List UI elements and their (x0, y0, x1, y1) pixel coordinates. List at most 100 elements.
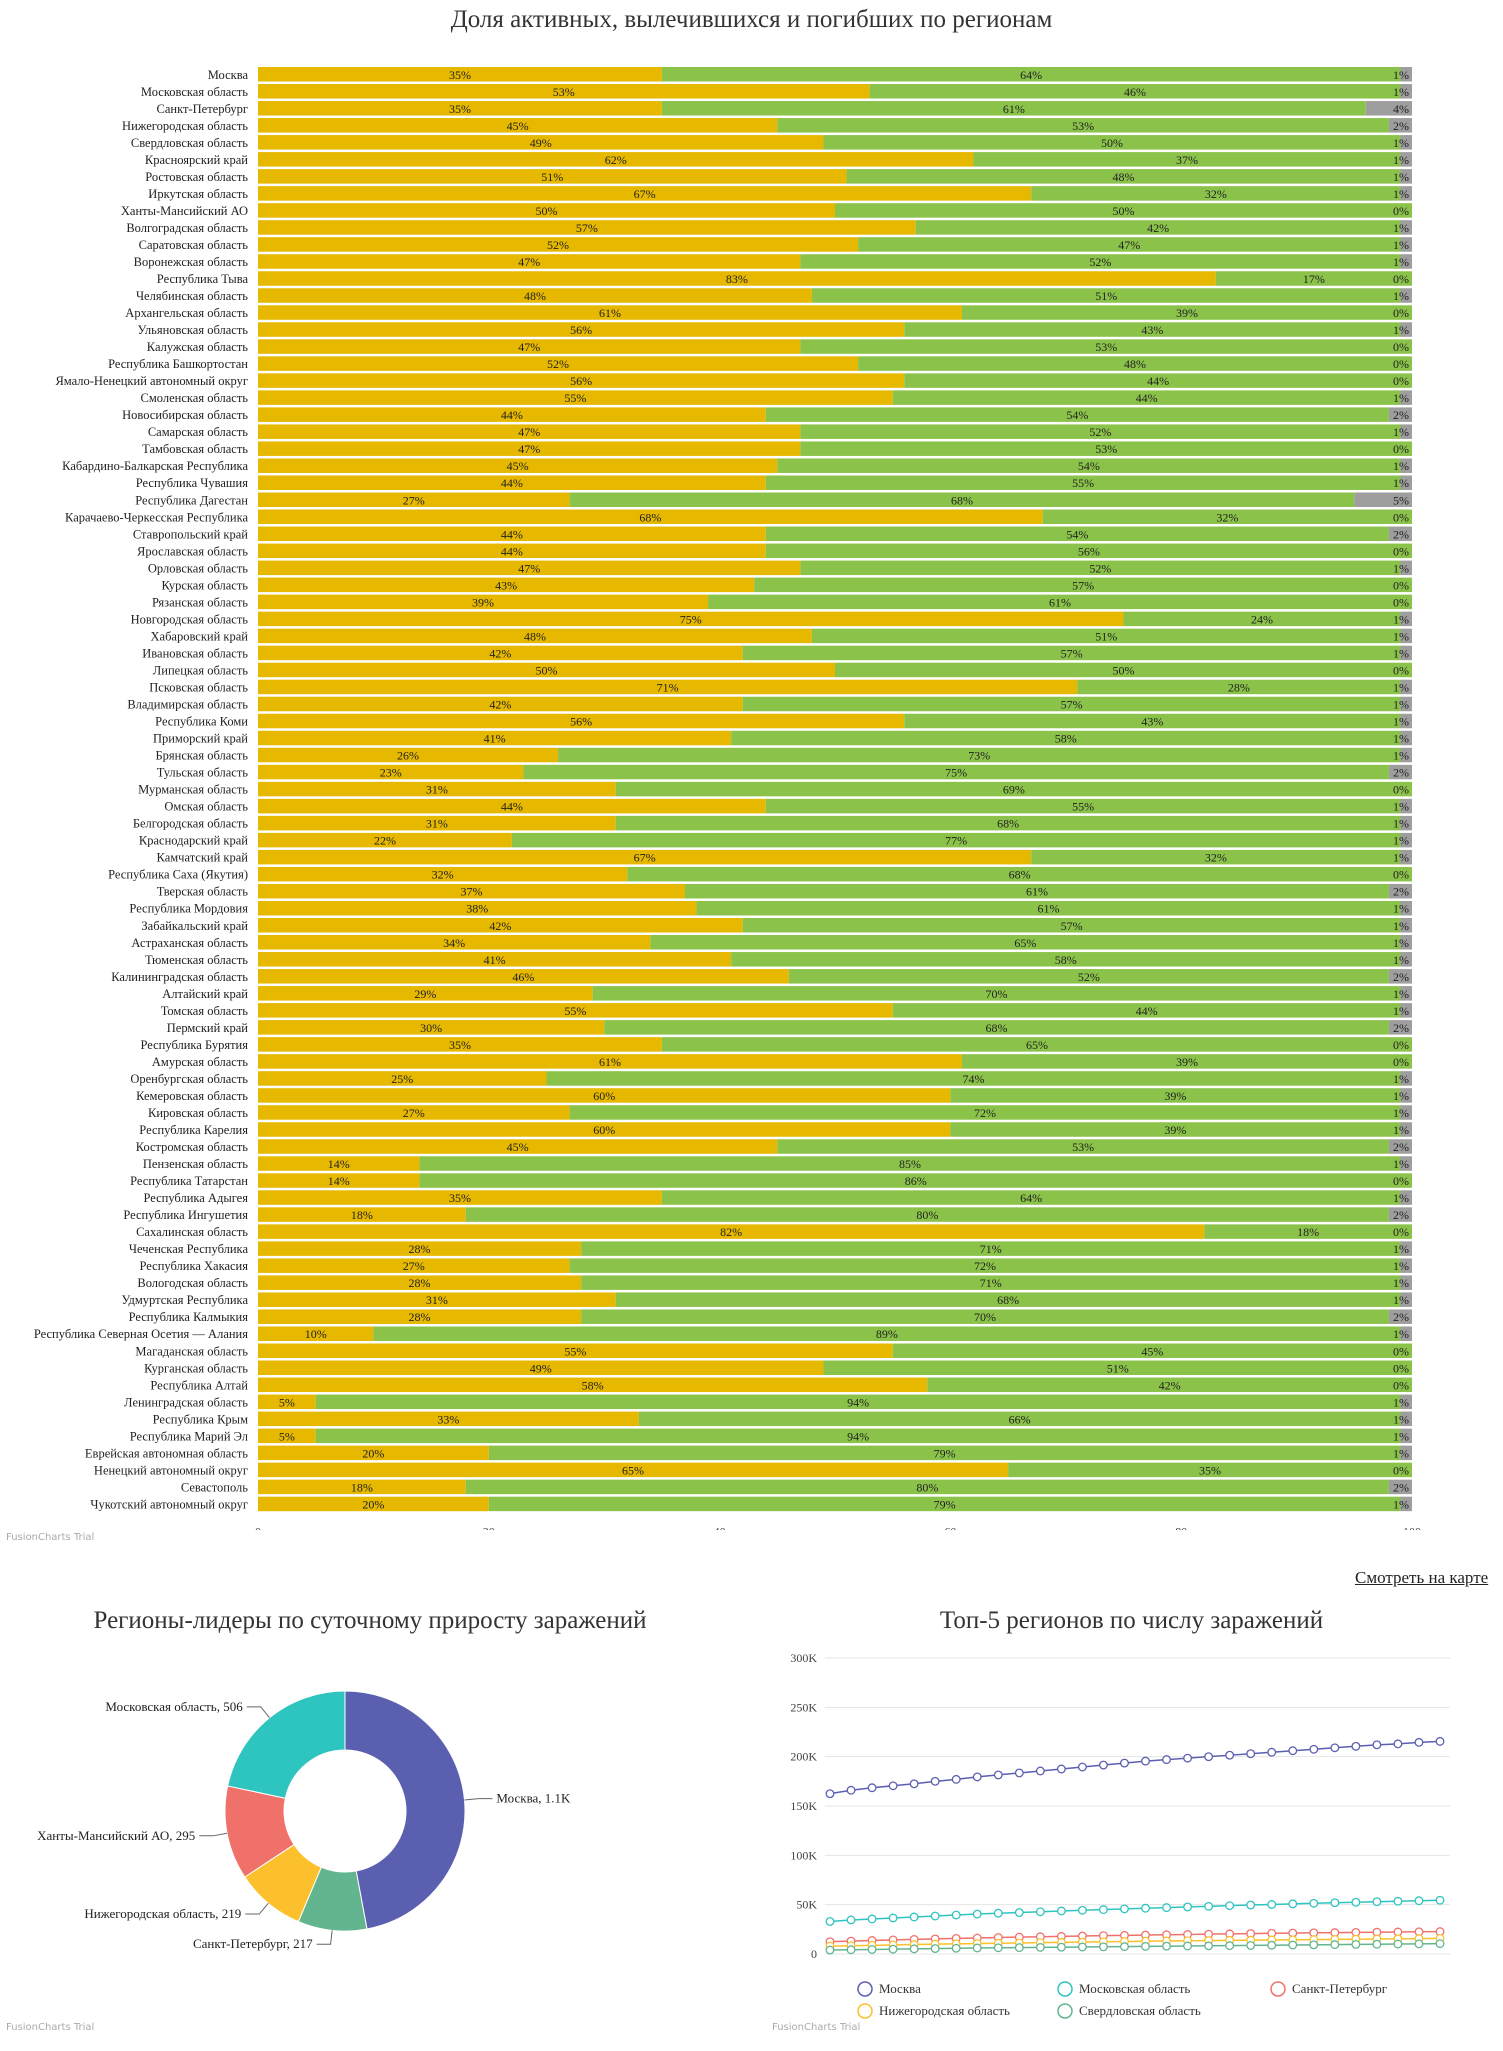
bar-segment[interactable] (258, 526, 766, 542)
bar-segment[interactable] (258, 900, 697, 916)
bar-segment[interactable] (258, 135, 824, 150)
bar-segment[interactable] (258, 203, 835, 218)
bar-segment[interactable] (904, 373, 1412, 388)
bar-segment[interactable] (950, 1122, 1401, 1137)
line-point[interactable] (867, 1914, 877, 1924)
bar-segment[interactable] (258, 730, 732, 746)
bar-segment[interactable] (1077, 679, 1401, 695)
bar-segment[interactable] (258, 594, 709, 610)
bar-segment[interactable] (1400, 186, 1412, 201)
bar-segment[interactable] (1400, 1326, 1412, 1341)
line-point[interactable] (1225, 1941, 1235, 1951)
bar-segment[interactable] (823, 1360, 1412, 1376)
bar-segment[interactable] (904, 322, 1401, 337)
bar-segment[interactable] (765, 475, 1401, 490)
bar-segment[interactable] (1400, 611, 1412, 627)
bar-segment[interactable] (1123, 611, 1401, 627)
bar-segment[interactable] (1400, 84, 1412, 99)
line-point[interactable] (1393, 1939, 1403, 1949)
bar-segment[interactable] (1400, 986, 1412, 1001)
bar-segment[interactable] (846, 169, 1401, 184)
bar-segment[interactable] (511, 832, 1401, 848)
bar-segment[interactable] (258, 237, 859, 252)
bar-segment[interactable] (258, 543, 766, 559)
line-point[interactable] (888, 1944, 898, 1954)
bar-segment[interactable] (258, 883, 685, 899)
bar-segment[interactable] (742, 645, 1401, 661)
bar-segment[interactable] (1400, 237, 1412, 252)
bar-segment[interactable] (258, 815, 616, 831)
bar-segment[interactable] (661, 101, 1366, 116)
bar-segment[interactable] (258, 747, 559, 763)
bar-segment[interactable] (258, 1360, 824, 1376)
line-point[interactable] (1309, 1744, 1319, 1754)
bar-segment[interactable] (258, 1411, 639, 1427)
bar-segment[interactable] (258, 1309, 582, 1324)
bar-segment[interactable] (1400, 679, 1412, 695)
bar-segment[interactable] (1400, 152, 1412, 167)
line-point[interactable] (993, 1770, 1003, 1780)
bar-segment[interactable] (258, 1292, 616, 1307)
bar-segment[interactable] (950, 1088, 1401, 1103)
legend-marker[interactable] (857, 2003, 873, 2019)
bar-segment[interactable] (1400, 458, 1412, 473)
line-point[interactable] (1288, 1940, 1298, 1950)
line-point[interactable] (1141, 1941, 1150, 1951)
line-point[interactable] (1225, 1901, 1235, 1911)
bar-segment[interactable] (604, 1020, 1389, 1035)
bar-segment[interactable] (1400, 645, 1412, 661)
bar-segment[interactable] (777, 118, 1389, 133)
line-point[interactable] (951, 1943, 961, 1953)
line-point[interactable] (1162, 1755, 1172, 1765)
line-point[interactable] (1414, 1896, 1424, 1906)
bar-segment[interactable] (258, 1071, 547, 1086)
line-point[interactable] (1330, 1898, 1340, 1908)
bar-segment[interactable] (1400, 1496, 1412, 1512)
line-point[interactable] (1162, 1941, 1172, 1951)
bar-segment[interactable] (650, 935, 1401, 950)
bar-segment[interactable] (1388, 407, 1412, 422)
bar-segment[interactable] (1400, 918, 1412, 933)
line-point[interactable] (1183, 1902, 1193, 1912)
bar-segment[interactable] (1215, 271, 1412, 286)
bar-segment[interactable] (1400, 935, 1412, 950)
line-point[interactable] (1035, 1942, 1045, 1952)
line-point[interactable] (825, 1789, 835, 1799)
bar-segment[interactable] (258, 288, 812, 303)
bar-segment[interactable] (1008, 1462, 1412, 1478)
line-point[interactable] (993, 1908, 1003, 1918)
bar-segment[interactable] (258, 935, 651, 950)
line-point[interactable] (846, 1785, 856, 1795)
bar-segment[interactable] (1400, 135, 1412, 150)
bar-segment[interactable] (258, 1394, 316, 1410)
line-point[interactable] (1098, 1760, 1108, 1770)
line-point[interactable] (1288, 1746, 1298, 1756)
line-point[interactable] (1372, 1740, 1382, 1750)
bar-segment[interactable] (258, 1020, 605, 1035)
line-point[interactable] (888, 1781, 898, 1791)
bar-segment[interactable] (258, 764, 524, 780)
line-point[interactable] (1351, 1741, 1361, 1751)
bar-segment[interactable] (558, 747, 1401, 763)
line-point[interactable] (1435, 1736, 1445, 1746)
line-point[interactable] (951, 1910, 961, 1920)
bar-segment[interactable] (523, 764, 1389, 780)
bar-segment[interactable] (1400, 322, 1412, 337)
view-on-map-link[interactable]: Смотреть на карте (1355, 1568, 1489, 1587)
line-point[interactable] (972, 1943, 982, 1953)
bar-segment[interactable] (258, 424, 801, 439)
bar-segment[interactable] (258, 1377, 928, 1393)
bar-segment[interactable] (858, 237, 1401, 252)
bar-segment[interactable] (258, 220, 916, 235)
donut-slice[interactable] (227, 1690, 346, 1799)
bar-segment[interactable] (258, 866, 628, 882)
line-point[interactable] (930, 1776, 940, 1786)
bar-segment[interactable] (315, 1428, 1401, 1444)
bar-segment[interactable] (1400, 1258, 1412, 1273)
bar-segment[interactable] (1388, 969, 1412, 984)
bar-segment[interactable] (1400, 1445, 1412, 1461)
bar-segment[interactable] (684, 883, 1389, 899)
bar-segment[interactable] (488, 1445, 1401, 1461)
line-point[interactable] (1372, 1897, 1382, 1907)
bar-segment[interactable] (1400, 169, 1412, 184)
